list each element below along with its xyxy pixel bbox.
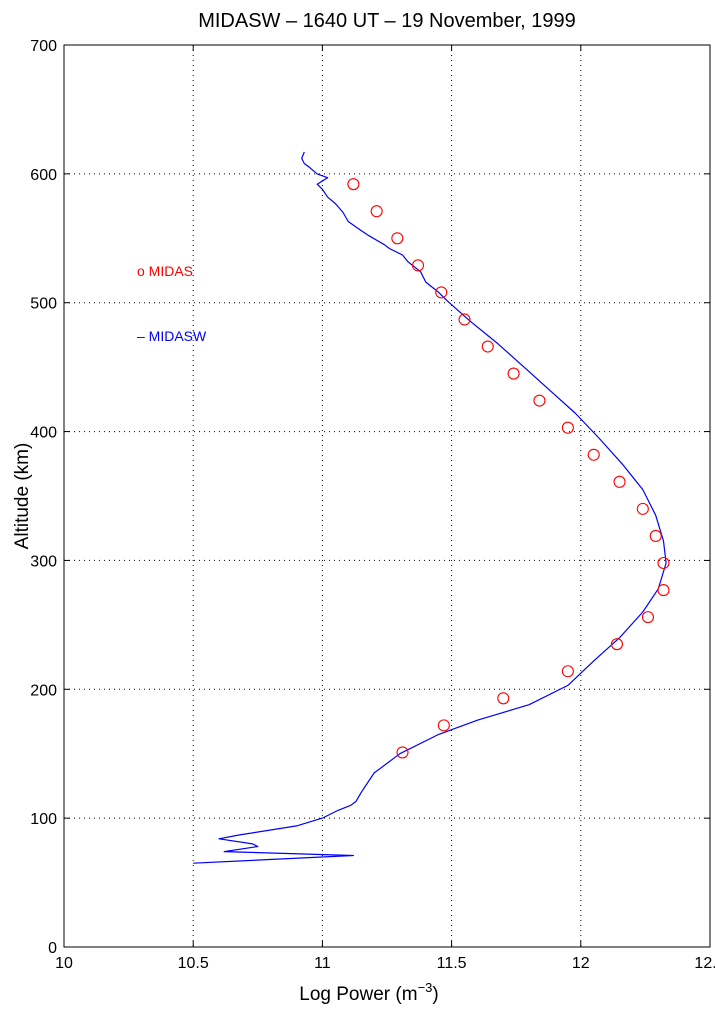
data-point-midas [481,340,494,353]
data-point-midas [347,178,360,191]
ticks [63,44,711,948]
x-tick-label: 10 [55,955,73,972]
data-point-midas [636,502,649,515]
data-point-midas [561,665,574,678]
legend-entry-midasw: – MIDASW [137,328,207,344]
x-tick-label: 10.5 [178,955,209,972]
data-point-midas [587,448,600,461]
x-tick-label: 12 [572,955,590,972]
y-tick-label: 200 [30,682,57,699]
data-point-midas [657,556,670,570]
data-point-midas [391,232,404,245]
y-tick-label: 300 [30,553,57,570]
data-point-midas [561,421,574,434]
data-point-midas [435,286,448,299]
x-axis-title-superscript: −3 [418,980,433,995]
y-tick-label: 0 [48,940,57,957]
x-tick-labels: 10 10.5 11 11.5 12 12.5 [55,955,715,972]
data-point-midas [657,584,670,597]
y-tick-label: 100 [30,811,57,828]
series-line-midasw [193,151,667,864]
series-midas [347,178,670,759]
y-tick-label: 500 [30,296,57,313]
data-point-midas [649,529,662,542]
legend-entry-midas: o MIDAS [137,263,193,279]
grid [64,45,710,947]
data-point-midas [613,475,626,488]
x-tick-label: 12.5 [694,955,715,972]
series-midasw [193,151,667,864]
data-point-midas [610,638,624,651]
data-point-midas [641,611,655,624]
x-tick-label: 11.5 [437,955,467,972]
data-point-midas [396,746,409,759]
data-point-midas [370,205,383,218]
y-tick-label: 700 [30,38,57,55]
y-tick-labels: 0 100 200 300 400 500 600 700 [30,38,57,957]
y-tick-label: 600 [30,167,57,184]
x-axis-title-text: Log Power (m [299,984,417,1005]
data-point-midas [533,394,546,407]
x-axis-title: Log Power (m−3) [299,980,438,1005]
data-point-midas [497,692,510,705]
x-axis-title-close: ) [432,984,438,1005]
x-tick-label: 11 [314,955,331,972]
chart-title: MIDASW – 1640 UT – 19 November, 1999 [198,10,576,32]
data-point-midas [411,259,425,272]
data-point-midas [458,313,471,326]
y-axis-title: Altitude (km) [12,443,33,550]
data-point-midas [437,719,450,732]
data-point-midas [507,367,520,380]
plot-frame [63,44,711,948]
y-tick-label: 400 [30,425,57,442]
